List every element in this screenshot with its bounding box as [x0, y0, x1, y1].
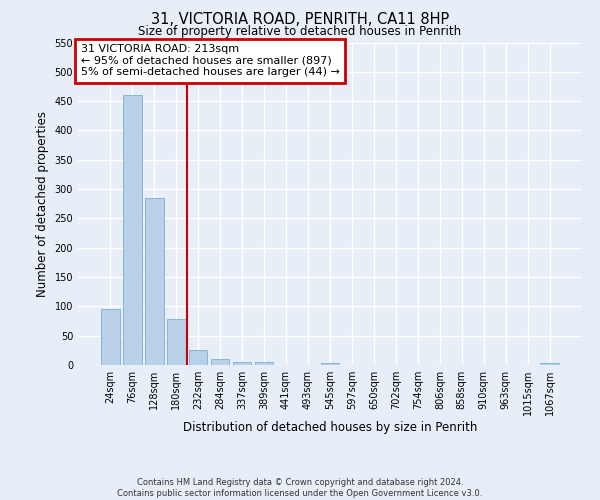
Bar	[211, 359, 229, 365]
X-axis label: Distribution of detached houses by size in Penrith: Distribution of detached houses by size …	[183, 421, 477, 434]
Bar	[167, 320, 185, 365]
Bar	[255, 362, 274, 365]
Bar	[189, 350, 208, 365]
Text: Contains HM Land Registry data © Crown copyright and database right 2024.
Contai: Contains HM Land Registry data © Crown c…	[118, 478, 482, 498]
Text: 31 VICTORIA ROAD: 213sqm
← 95% of detached houses are smaller (897)
5% of semi-d: 31 VICTORIA ROAD: 213sqm ← 95% of detach…	[80, 44, 340, 78]
Bar	[101, 310, 119, 365]
Bar	[541, 363, 559, 365]
Bar	[233, 362, 251, 365]
Bar	[145, 198, 164, 365]
Y-axis label: Number of detached properties: Number of detached properties	[36, 111, 49, 296]
Bar	[123, 96, 142, 365]
Text: 31, VICTORIA ROAD, PENRITH, CA11 8HP: 31, VICTORIA ROAD, PENRITH, CA11 8HP	[151, 12, 449, 28]
Text: Size of property relative to detached houses in Penrith: Size of property relative to detached ho…	[139, 25, 461, 38]
Bar	[320, 362, 340, 365]
